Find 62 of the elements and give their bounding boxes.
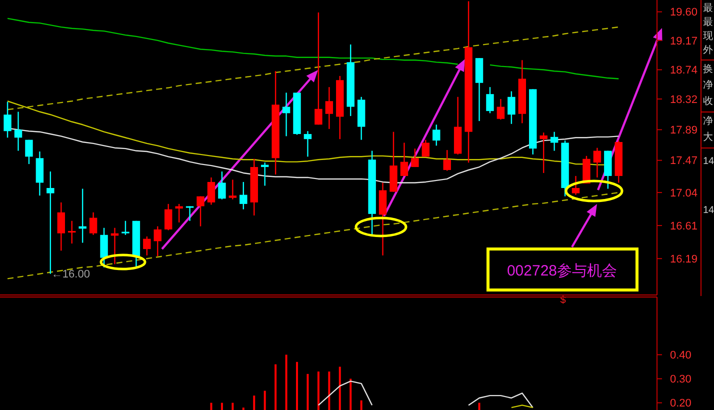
annotation: ←16.00 [51,268,90,281]
text: 收 [703,96,713,107]
y-tick-label: 19.17 [670,35,698,48]
text: 最 [703,3,713,14]
line-series [6,26,620,110]
candlestick [57,202,65,252]
y-tick-label: 16.19 [670,253,698,266]
y-tick-label: 0.30 [670,374,692,386]
candlestick [154,226,162,257]
candlestick [25,139,33,165]
annotation: 002728参与机会 [506,262,618,280]
candlestick [282,92,290,137]
y-tick-label: 17.89 [670,124,698,137]
candlestick [422,139,430,158]
text: 14 [703,205,714,216]
y-tick-label: 19.60 [670,6,698,19]
candlestick [122,220,130,236]
candlestick [496,98,505,120]
candlestick [68,220,76,244]
candlestick [432,124,440,146]
text: 14 [703,156,714,167]
candlestick [175,203,183,224]
text: 大 [703,131,713,143]
candlestick [314,12,322,126]
text: 净 [703,115,713,127]
candlestick [218,170,226,200]
candlestick [508,90,516,125]
candlestick [186,206,194,222]
candlestick [486,86,494,114]
candlestick [593,147,602,178]
candlestick [411,148,419,168]
candlestick [228,179,237,200]
candlestick [14,111,22,152]
candlestick [89,212,98,236]
text: 最 [703,17,713,28]
candlestick [550,131,558,152]
candlestick [325,86,334,130]
y-tick-label: 18.74 [670,64,698,77]
candlestick [400,142,408,177]
y-tick-label: 16.61 [670,220,698,232]
candlestick [100,227,108,268]
text: 外 [703,45,713,56]
candlestick [240,181,248,210]
candlestick [304,130,312,158]
candlestick [46,170,54,274]
candlestick [196,196,204,227]
text: 换 [703,63,713,75]
line-series [6,192,620,280]
candlestick [540,132,548,174]
candlestick [4,101,12,138]
y-tick-label: 17.47 [670,155,698,168]
candlestick [572,175,580,196]
text: 现 [703,31,713,42]
y-tick-label: 17.04 [670,187,698,200]
text: 净 [703,79,713,91]
candlestick [143,236,151,256]
y-tick-label: 18.32 [670,94,698,106]
candlestick [443,149,451,172]
y-tick-label: 0.40 [670,350,692,362]
candlestick [164,203,172,231]
candlestick [207,176,216,206]
y-tick-label: 0.20 [670,398,692,410]
